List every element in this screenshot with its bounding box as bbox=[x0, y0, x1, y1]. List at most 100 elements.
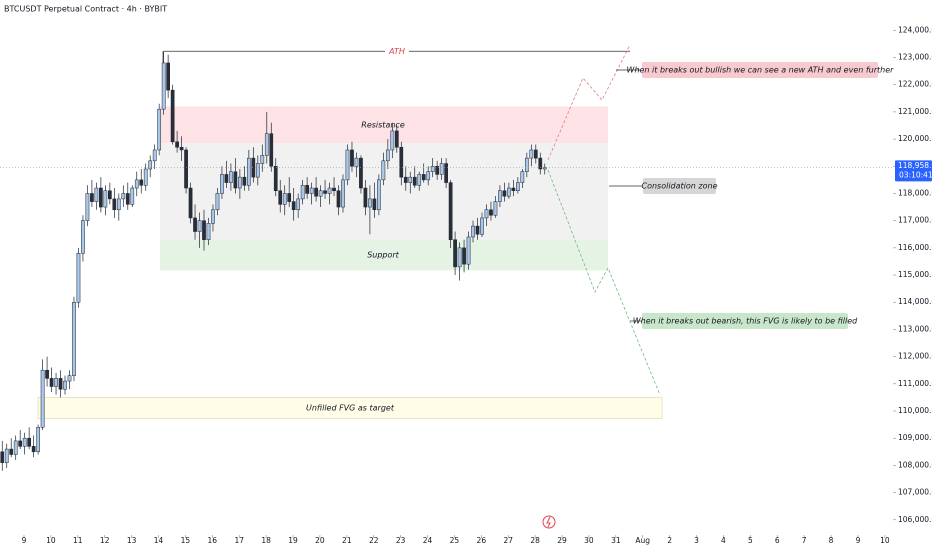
x-tick-label: 3 bbox=[694, 536, 699, 545]
candle-body bbox=[341, 179, 345, 208]
candle-body bbox=[448, 182, 453, 240]
candle-body bbox=[260, 155, 265, 164]
zones: Resistance Consolidation zone Support Unfil… bbox=[37, 46, 718, 419]
x-tick-label: 11 bbox=[73, 536, 83, 545]
candle-body bbox=[426, 171, 431, 181]
y-tick-label: 114,000.0 bbox=[898, 297, 932, 306]
candle-body bbox=[408, 176, 413, 183]
candle-body bbox=[359, 157, 363, 189]
x-tick-label: 17 bbox=[234, 536, 244, 545]
projections bbox=[547, 44, 661, 396]
candle-body bbox=[511, 187, 516, 191]
x-tick-label: 19 bbox=[288, 536, 298, 545]
candle-body bbox=[224, 174, 229, 183]
candle-body bbox=[480, 217, 484, 235]
bullish-callout bbox=[642, 62, 878, 78]
candle-body bbox=[54, 378, 58, 387]
x-tick-label: 2 bbox=[667, 536, 672, 545]
x-tick-label: 27 bbox=[503, 536, 513, 545]
candle-body bbox=[170, 89, 175, 143]
candle-body bbox=[368, 198, 372, 208]
x-tick-label: 28 bbox=[530, 536, 540, 545]
candle-body bbox=[143, 168, 148, 186]
candle-body bbox=[502, 190, 507, 197]
candle-body bbox=[314, 187, 318, 197]
x-tick-label: 9 bbox=[22, 536, 27, 545]
y-tick-label: 116,000.0 bbox=[898, 243, 932, 252]
candle-body bbox=[215, 193, 220, 211]
candle-body bbox=[27, 437, 31, 447]
candle-body bbox=[412, 176, 417, 186]
candle-body bbox=[390, 130, 395, 151]
candle-body bbox=[372, 198, 377, 211]
candle-body bbox=[90, 193, 94, 202]
bearish-callout bbox=[642, 313, 848, 329]
candle-body bbox=[269, 133, 274, 167]
candle-body bbox=[125, 193, 130, 205]
candle-body bbox=[385, 149, 390, 162]
candle-body bbox=[206, 223, 211, 240]
candle-body bbox=[220, 174, 224, 194]
candle-body bbox=[130, 187, 135, 205]
candle-body bbox=[439, 163, 444, 175]
candle-body bbox=[251, 157, 256, 178]
zone-label: Consolidation zone bbox=[642, 182, 718, 191]
candle-body bbox=[166, 62, 170, 91]
candle-body bbox=[498, 190, 502, 202]
x-tick-label: 9 bbox=[856, 536, 861, 545]
candle-body bbox=[121, 193, 126, 200]
x-tick-label: 5 bbox=[748, 536, 753, 545]
candle-body bbox=[175, 141, 179, 148]
candle-body bbox=[489, 209, 493, 216]
candle-body bbox=[22, 437, 27, 447]
y-tick-label: 113,000.0 bbox=[898, 324, 932, 333]
y-tick-label: 124,000.0 bbox=[898, 25, 932, 34]
y-tick-label: 117,000.0 bbox=[898, 216, 932, 225]
x-tick-label: 12 bbox=[100, 536, 110, 545]
x-tick-label: Aug bbox=[635, 536, 650, 545]
ath-label-bg bbox=[385, 46, 409, 57]
zone-label: Support bbox=[367, 251, 399, 260]
candle-body bbox=[4, 448, 9, 463]
event-icon[interactable] bbox=[542, 515, 556, 529]
candle-body bbox=[67, 375, 72, 382]
candle-body bbox=[507, 187, 511, 197]
candle-body bbox=[58, 378, 63, 390]
x-tick-label: 21 bbox=[342, 536, 352, 545]
x-tick-label: 22 bbox=[369, 536, 379, 545]
candle-body bbox=[233, 171, 238, 189]
x-tick-label: 6 bbox=[775, 536, 780, 545]
candle-body bbox=[229, 171, 233, 183]
candles bbox=[0, 52, 547, 471]
candle-body bbox=[179, 146, 184, 151]
candle-body bbox=[152, 149, 157, 162]
candle-body bbox=[72, 301, 76, 376]
candle-body bbox=[161, 62, 166, 110]
x-tick-label: 10 bbox=[880, 536, 890, 545]
candle-body bbox=[475, 225, 480, 235]
candle-body bbox=[255, 163, 260, 178]
candle-body bbox=[453, 239, 457, 268]
candle-body bbox=[278, 190, 283, 205]
candle-body bbox=[524, 157, 529, 172]
candle-body bbox=[99, 187, 103, 208]
candle-body bbox=[134, 179, 139, 189]
candle-body bbox=[444, 163, 448, 183]
candle-body bbox=[417, 174, 422, 186]
candle-body bbox=[0, 451, 5, 463]
candle-body bbox=[287, 193, 292, 202]
candle-body bbox=[493, 201, 498, 216]
candle-body bbox=[291, 201, 296, 211]
y-tick-label: 115,000.0 bbox=[898, 270, 932, 279]
countdown: 03:10:41 bbox=[899, 170, 932, 179]
candle-body bbox=[332, 187, 336, 191]
axes: 106,000.0 107,000.0 108,000.0 109,000.0 110,… bbox=[0, 25, 932, 545]
zone bbox=[160, 106, 608, 144]
candle-body bbox=[300, 185, 305, 200]
candle-body bbox=[45, 369, 49, 379]
y-tick-label: 107,000.0 bbox=[898, 488, 932, 497]
zone-label: Unfilled FVG as target bbox=[306, 403, 395, 412]
x-tick-label: 23 bbox=[396, 536, 406, 545]
last-price: 118,958.9 bbox=[898, 161, 932, 170]
